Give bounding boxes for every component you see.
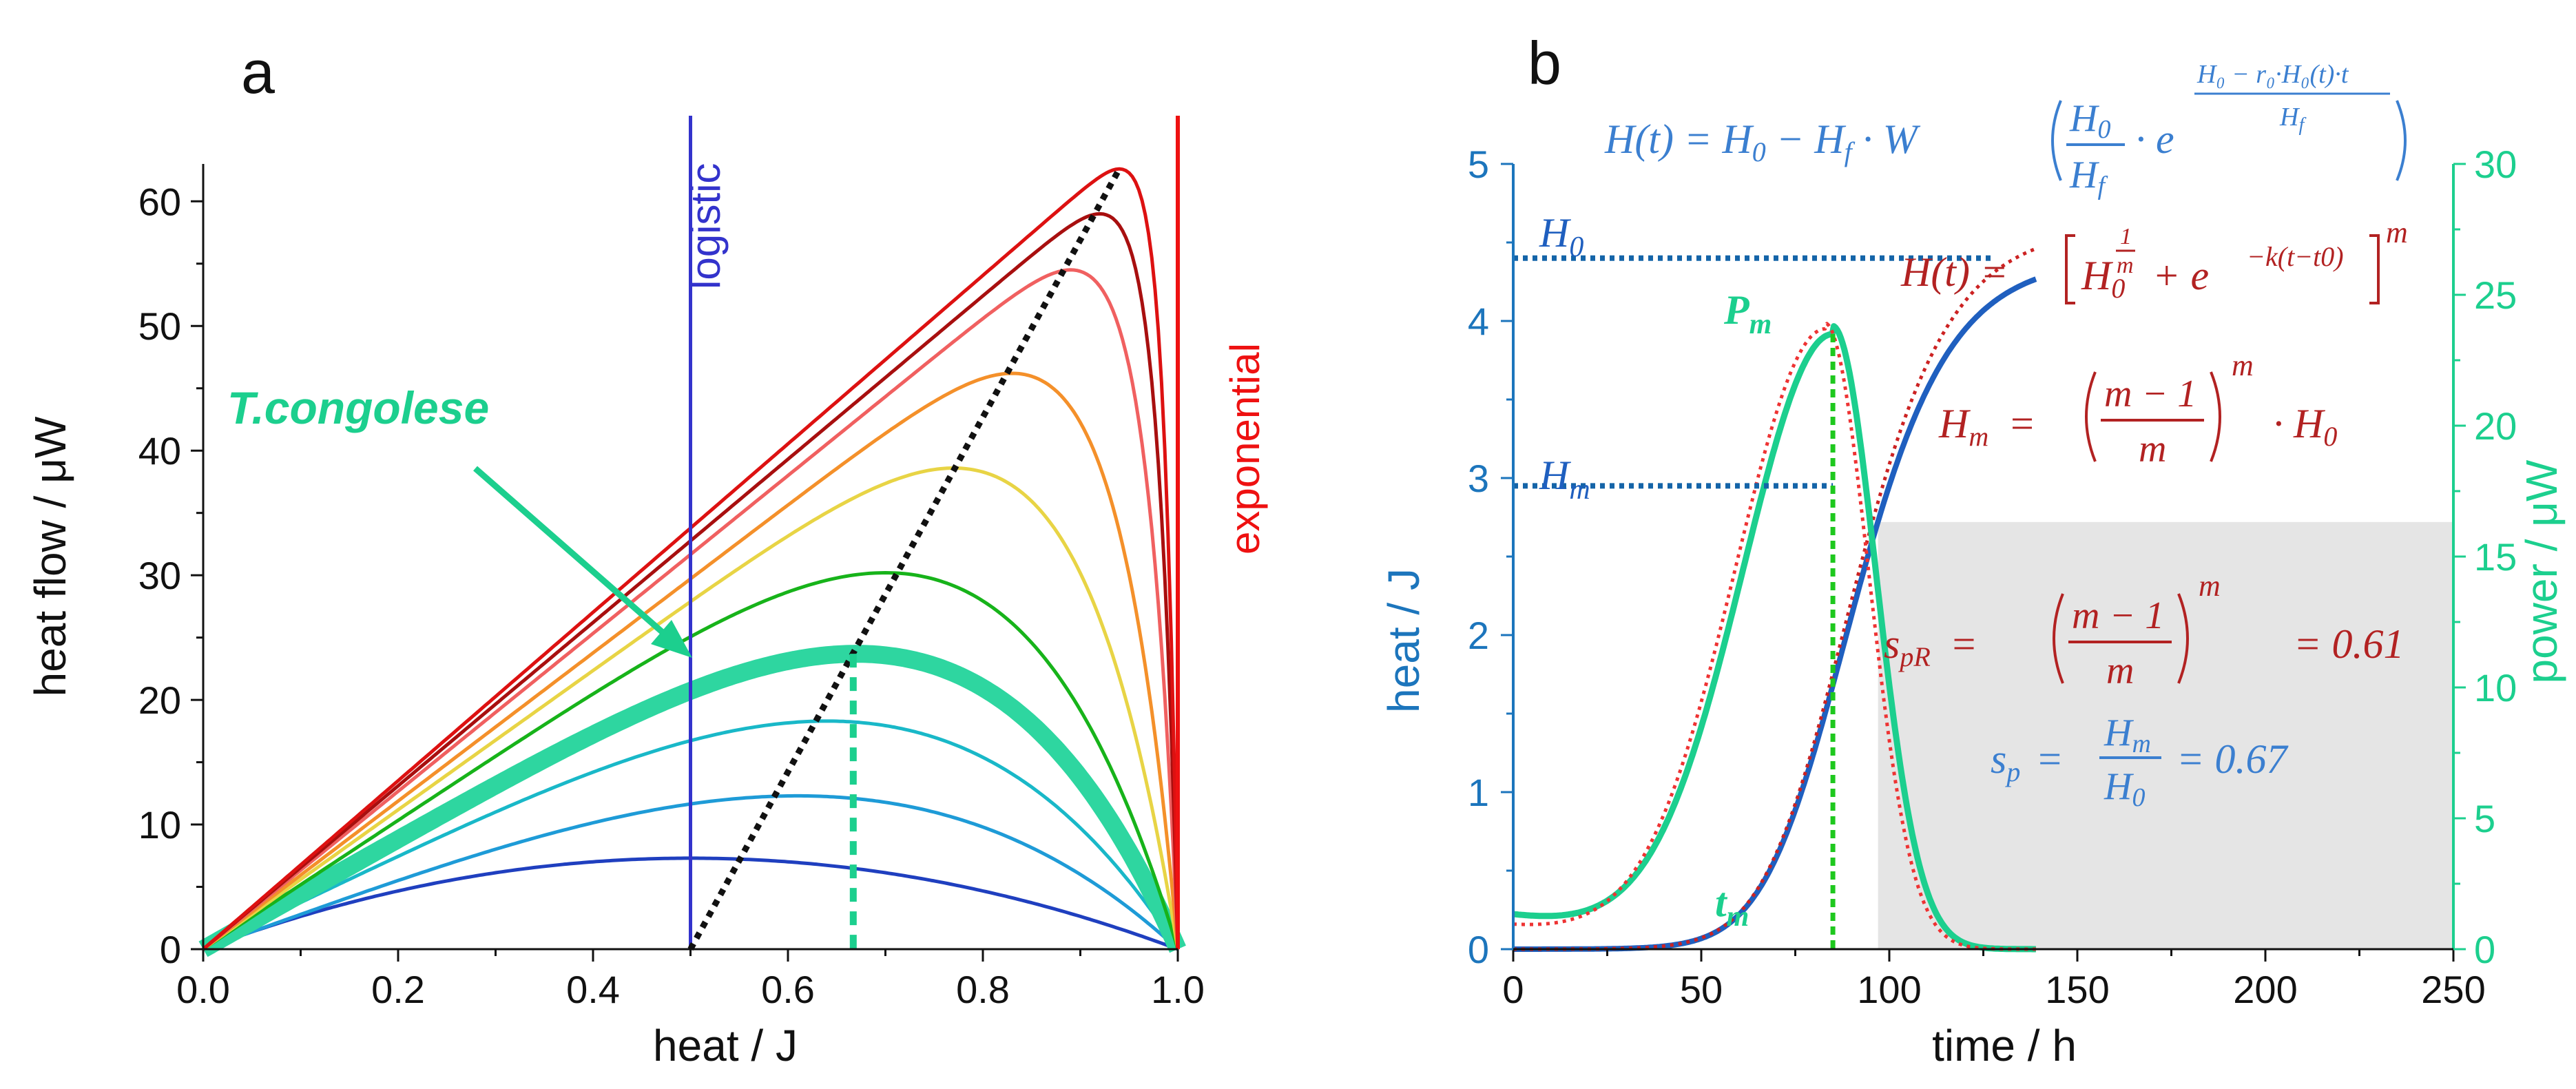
svg-text:−k(t−t0): −k(t−t0) [2247,241,2344,272]
svg-text:m: m [2232,349,2254,382]
svg-text:Hf: Hf [2069,154,2108,200]
svg-text:H(t) = H0 − Hf · W: H(t) = H0 − Hf · W [1604,116,1921,167]
y-tick-label: 2 [1468,614,1489,657]
panel-a-axes: 0.0 0.2 0.4 0.6 0.8 1.0 0 10 20 30 40 50 60 [138,164,1205,1011]
svg-text:H0: H0 [2069,97,2110,144]
richards-equation: H(t) = H0 1 m + e −k(t−t0) m [1900,216,2408,304]
y2-tick-label: 10 [2474,666,2517,709]
svg-text:H(t) =: H(t) = [1900,249,2008,295]
svg-text:· e: · e [2135,116,2174,162]
svg-text:= 0.67: = 0.67 [2177,736,2289,782]
svg-text:· H0: · H0 [2273,401,2337,452]
spr-equation: spR = m − 1 m m = 0.61 [1884,569,2404,692]
svg-text:m: m [2386,216,2408,249]
svg-text:+ e: + e [2152,253,2209,298]
y-tick-label: 4 [1468,300,1489,343]
y-tick-label: 60 [138,180,181,223]
x-tick-label: 150 [2045,968,2109,1011]
x-tick-label: 0.2 [371,968,425,1011]
x-tick-label: 100 [1857,968,1921,1011]
logistic-label: logistic [683,163,729,289]
svg-text:m − 1: m − 1 [2072,594,2164,637]
y-tick-label: 0 [1468,928,1489,971]
svg-text:m: m [2106,650,2134,692]
y2-tick-label: 15 [2474,535,2517,579]
svg-text:H0: H0 [2104,765,2145,812]
svg-text:m − 1: m − 1 [2104,373,2196,415]
svg-text:sp=: sp = [1991,736,2064,787]
y-tick-label: 0 [160,928,181,971]
species-arrowhead [651,620,692,658]
lambert-equation: H(t) = H0 − Hf · W H0 Hf · e H₀ − r₀·H₀(… [1604,60,2407,200]
y2-tick-label: 5 [2474,797,2495,840]
y-tick-label: 30 [138,554,181,597]
panel-a-annotations [473,116,1180,951]
hm-label: Hm [1539,453,1590,506]
x-tick-label: 200 [2233,968,2297,1011]
y-tick-label: 5 [1468,143,1489,186]
y2-tick-label: 30 [2474,143,2517,186]
x-tick-label: 0.4 [566,968,620,1011]
y-tick-label: 20 [138,678,181,722]
y2-tick-label: 0 [2474,928,2495,971]
svg-text:= 0.61: = 0.61 [2294,621,2404,667]
sp-equation: sp = Hm H0 = 0.67 [1991,712,2289,812]
shaded-region [1878,521,2453,949]
y2-tick-label: 25 [2474,273,2517,317]
y2-tick-label: 20 [2474,404,2517,448]
y-tick-label: 10 [138,803,181,847]
h0-label: H0 [1539,210,1583,263]
exponential-label: exponential [1222,343,1268,554]
panel-b-ylabel: heat / J [1379,568,1429,713]
x-tick-label: 250 [2421,968,2485,1011]
shaded-rect [1878,521,2453,949]
y-tick-label: 40 [138,429,181,473]
panel-a-ylabel: heat flow / μW [25,416,75,696]
panel-a: a 0.0 0.2 0.4 0.6 0.8 1.0 0 10 20 30 40 50 60 heat /… [25,38,1268,1070]
tm-label: tm [1715,880,1749,933]
species-label: T.congolese [227,382,489,433]
panel-a-label: a [241,38,275,106]
x-tick-label: 0.0 [176,968,230,1011]
svg-text:m: m [2117,253,2134,278]
y-tick-label: 1 [1468,771,1489,814]
svg-text:1: 1 [2120,224,2132,249]
y-tick-label: 50 [138,304,181,348]
panel-b-reference-lines [1513,255,1995,949]
panel-b-label: b [1528,29,1561,97]
panel-a-xlabel: heat / J [653,1021,798,1070]
svg-text:H0: H0 [2081,253,2125,304]
y-tick-label: 3 [1468,457,1489,500]
x-tick-label: 1.0 [1151,968,1205,1011]
x-tick-label: 50 [1680,968,1723,1011]
svg-text:Hm=: Hm = [1938,401,2036,452]
svg-text:Hf: Hf [2279,103,2306,136]
svg-text:spR=: spR = [1884,621,1977,672]
x-tick-label: 0.6 [761,968,815,1011]
svg-text:m: m [2139,428,2166,470]
x-tick-label: 0.8 [956,968,1010,1011]
species-arrow [473,466,670,640]
svg-text:m: m [2199,569,2221,603]
panel-b-y2label: power / μW [2517,459,2566,684]
x-tick-label: 0 [1502,968,1524,1011]
hm-equation: Hm = m − 1 m m · H0 [1938,349,2337,470]
pm-label: Pm [1723,287,1772,340]
svg-text:H₀ − r₀·H₀(t)·t: H₀ − r₀·H₀(t)·t [2196,60,2349,89]
svg-text:Hm: Hm [2104,712,2151,758]
panel-b-xlabel: time / h [1932,1021,2077,1070]
